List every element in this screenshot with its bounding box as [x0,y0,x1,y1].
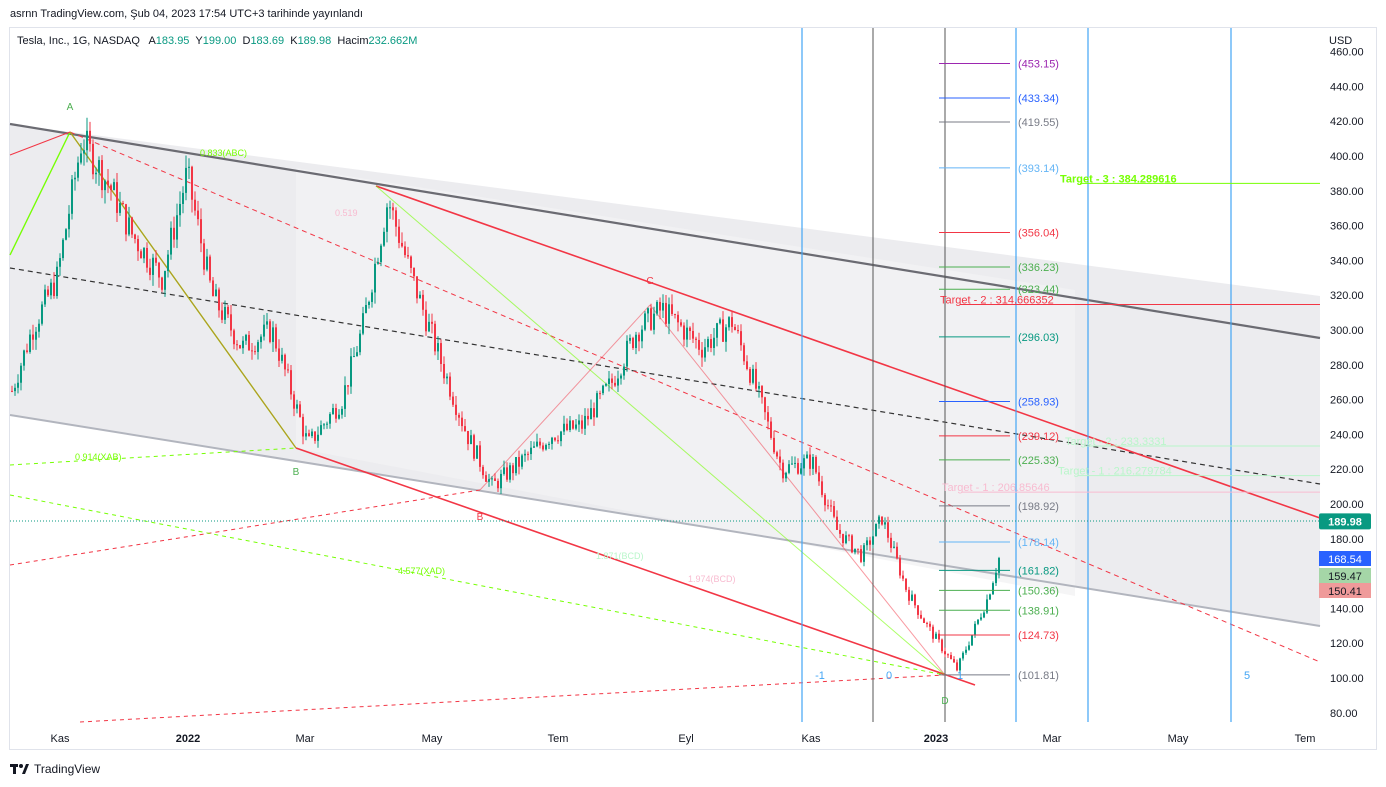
symbol-legend: Tesla, Inc., 1G, NASDAQ A183.95 Y199.00 … [17,35,417,47]
published-line: asrnn TradingView.com, Şub 04, 2023 17:5… [10,8,363,20]
close-label: K [290,35,298,47]
high-label: Y [195,35,203,47]
volume-label: Hacim [337,35,369,47]
symbol-name[interactable]: Tesla, Inc., 1G, NASDAQ [17,35,140,47]
open-label: A [148,35,156,47]
open-value: 183.95 [155,35,190,47]
volume-value: 232.662M [368,35,418,47]
high-value: 199.00 [202,35,237,47]
tradingview-logo-icon [10,764,29,774]
chart-frame[interactable] [9,27,1377,750]
low-value: 183.69 [250,35,285,47]
low-label: D [242,35,251,47]
brand-label: TradingView [34,762,101,776]
tradingview-brand[interactable]: TradingView [10,762,100,776]
close-value: 189.98 [297,35,332,47]
